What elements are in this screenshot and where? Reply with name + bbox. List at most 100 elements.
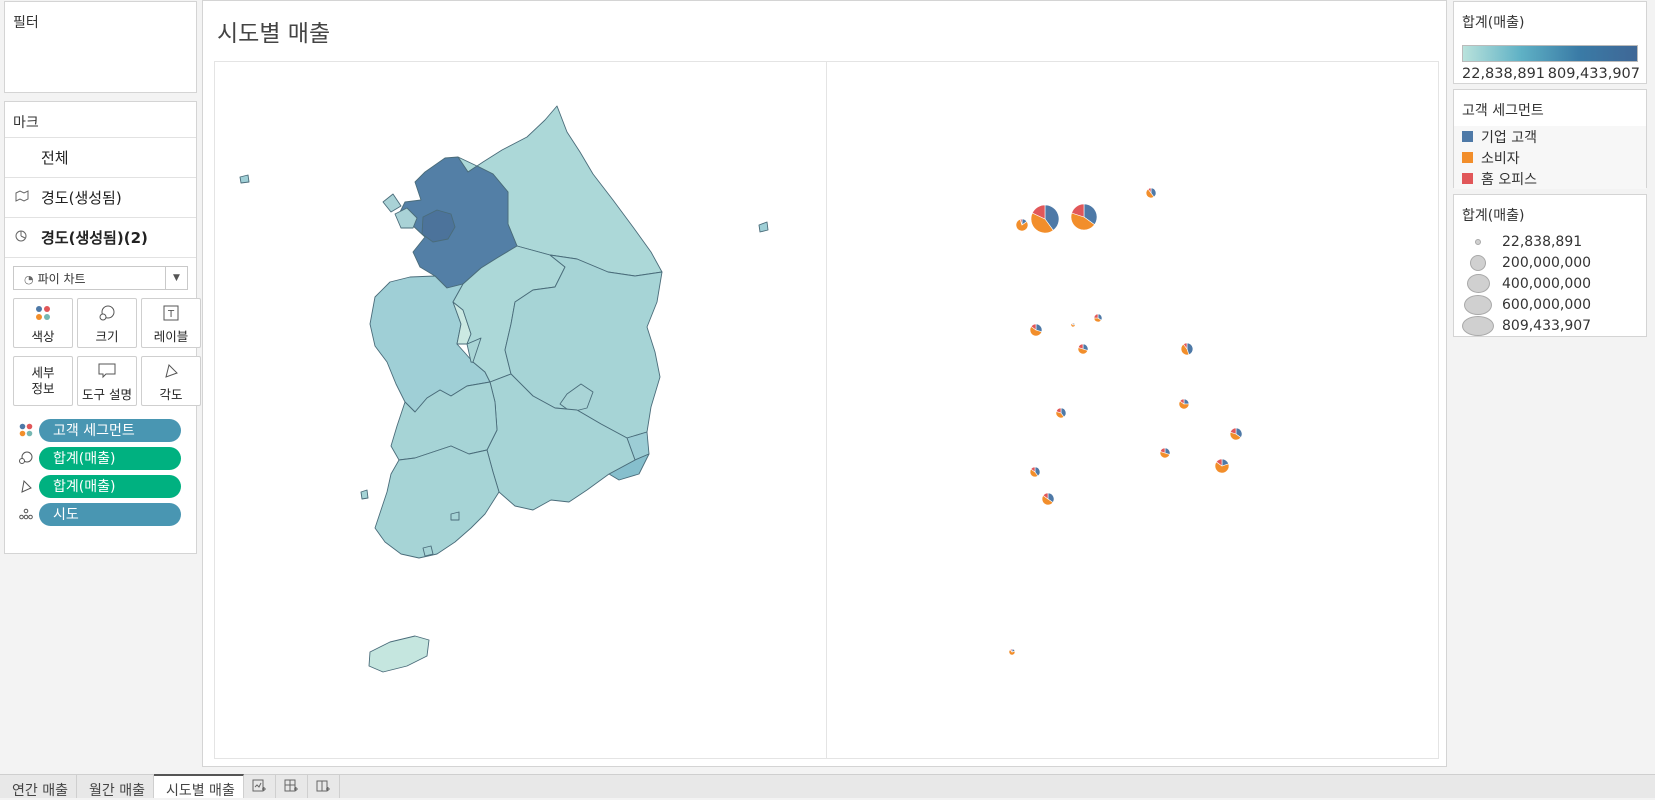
region-jeonbuk[interactable] — [390, 381, 498, 461]
region-pie[interactable] — [1069, 321, 1077, 329]
region-pie[interactable] — [1158, 446, 1172, 460]
pie-slice[interactable] — [1183, 342, 1188, 350]
color-icon — [35, 302, 51, 324]
mark-type-dropdown[interactable]: ◔ 파이 차트 ▼ — [13, 266, 188, 290]
region-pie[interactable] — [1069, 202, 1099, 232]
pie-slice[interactable] — [1019, 218, 1023, 226]
tab-monthly-sales[interactable]: 월간 매출 — [77, 774, 154, 799]
pie-slice[interactable] — [1093, 313, 1099, 319]
pie-slice[interactable] — [1031, 204, 1046, 220]
new-dashboard-icon[interactable] — [276, 774, 308, 798]
sales-size-pill[interactable]: 합계(매출) — [39, 446, 181, 470]
region-detail-pill[interactable]: 시도 — [39, 502, 181, 526]
region-jeju[interactable] — [368, 635, 430, 673]
legend-item-enterprise[interactable]: 기업 고객 — [1454, 126, 1646, 147]
pie-slice[interactable] — [1009, 648, 1013, 653]
region-pie[interactable] — [1007, 647, 1017, 657]
region-pie[interactable] — [1144, 186, 1158, 200]
new-worksheet-icon[interactable] — [244, 774, 276, 798]
island — [758, 221, 769, 233]
region-pie[interactable] — [1014, 217, 1030, 233]
marks-layer-all[interactable]: 전체 — [5, 138, 196, 178]
pie-slice[interactable] — [1071, 322, 1074, 326]
size-dot-wrap — [1454, 238, 1502, 245]
region-pie[interactable] — [1076, 342, 1090, 356]
tab-annual-sales[interactable]: 연간 매출 — [0, 774, 77, 799]
pie-slice[interactable] — [1083, 203, 1098, 226]
region-pie[interactable] — [1028, 465, 1042, 479]
region-seoul[interactable] — [421, 209, 456, 243]
pie-slice[interactable] — [1030, 323, 1037, 331]
pie-slice[interactable] — [1071, 203, 1085, 218]
pie-slice[interactable] — [1070, 212, 1095, 231]
pie-map[interactable] — [827, 62, 1438, 760]
pie-slice[interactable] — [1229, 427, 1237, 435]
color-gradient-bar — [1462, 45, 1638, 62]
marks-cards: 색상 크기 T 레이블 세부 정보 도구 설명 각도 — [13, 298, 201, 406]
region-daegu[interactable] — [559, 383, 594, 413]
mark-type-label: ◔ 파이 차트 — [14, 270, 165, 287]
color-legend-title: 합계(매출) — [1462, 15, 1525, 31]
region-jeonnam[interactable] — [374, 445, 500, 559]
pie-slice[interactable] — [1041, 495, 1054, 506]
tab-region-sales[interactable]: 시도별 매출 — [153, 774, 244, 799]
region-pie[interactable] — [1213, 457, 1231, 475]
pie-slice[interactable] — [1229, 431, 1242, 441]
pie-slice[interactable] — [1029, 326, 1043, 337]
region-incheon[interactable] — [394, 207, 418, 229]
segment-legend-title: 고객 세그먼트 — [1454, 90, 1646, 126]
size-label: 600,000,000 — [1502, 296, 1592, 313]
choropleth-map[interactable] — [215, 62, 826, 760]
marks-layer-map[interactable]: 경도(생성됨) — [5, 178, 196, 218]
pie-slice[interactable] — [1055, 407, 1062, 414]
angle-card[interactable]: 각도 — [141, 356, 201, 406]
pie-slice[interactable] — [1044, 204, 1060, 231]
label-icon: T — [163, 302, 179, 324]
sales-angle-pill[interactable]: 합계(매출) — [39, 474, 181, 498]
region-pie[interactable] — [1040, 491, 1056, 507]
size-card[interactable]: 크기 — [77, 298, 137, 348]
legend-item-home-office[interactable]: 홈 오피스 — [1454, 168, 1646, 189]
detail-card[interactable]: 세부 정보 — [13, 356, 73, 406]
pie-slice[interactable] — [1178, 400, 1190, 410]
size-legend[interactable]: 합계(매출) 22,838,891 200,000,000 400,000,00… — [1453, 194, 1647, 337]
region-pie[interactable] — [1029, 203, 1061, 235]
pie-slice[interactable] — [1186, 342, 1194, 356]
size-label: 200,000,000 — [1502, 254, 1592, 271]
segment-color-pill[interactable]: 고객 세그먼트 — [39, 418, 181, 442]
region-pie[interactable] — [1228, 426, 1244, 442]
pie-slice[interactable] — [1042, 492, 1049, 500]
size-dot — [1466, 274, 1490, 293]
color-legend[interactable]: 합계(매출) 22,838,891 809,433,907 — [1453, 1, 1647, 84]
map-icon — [15, 190, 41, 205]
region-pie[interactable] — [1092, 312, 1104, 324]
pie-slice[interactable] — [1030, 212, 1054, 234]
legend-item-consumer[interactable]: 소비자 — [1454, 147, 1646, 168]
marks-layer-pie[interactable]: 경도(생성됨)(2) — [5, 218, 196, 258]
region-pie[interactable] — [1054, 406, 1068, 420]
detail-icon — [13, 508, 39, 520]
size-dot-wrap — [1454, 315, 1502, 336]
color-card[interactable]: 색상 — [13, 298, 73, 348]
region-pie[interactable] — [1177, 397, 1191, 411]
pie-slice[interactable] — [1159, 447, 1166, 454]
pie-slice[interactable] — [1077, 343, 1084, 350]
card-label: 각도 — [159, 386, 183, 402]
tooltip-card[interactable]: 도구 설명 — [77, 356, 137, 406]
pie-slice[interactable] — [1180, 343, 1190, 356]
region-pie[interactable] — [1028, 322, 1044, 338]
size-dot — [1462, 315, 1494, 336]
region-pie[interactable] — [1179, 341, 1195, 357]
pie-slice[interactable] — [1030, 466, 1036, 473]
pie-slice[interactable] — [1214, 461, 1230, 474]
new-story-icon[interactable] — [308, 774, 340, 798]
pie-slice[interactable] — [1015, 218, 1029, 232]
pie-slice[interactable] — [1147, 187, 1152, 194]
pie-slice[interactable] — [1215, 458, 1223, 467]
segment-legend[interactable]: 고객 세그먼트 기업 고객 소비자 홈 오피스 — [1453, 89, 1647, 189]
pie-icon — [15, 230, 41, 245]
filters-shelf[interactable]: 필터 — [4, 1, 197, 93]
label-card[interactable]: T 레이블 — [141, 298, 201, 348]
pie-slice[interactable] — [1179, 398, 1185, 405]
chevron-down-icon[interactable]: ▼ — [165, 267, 187, 289]
